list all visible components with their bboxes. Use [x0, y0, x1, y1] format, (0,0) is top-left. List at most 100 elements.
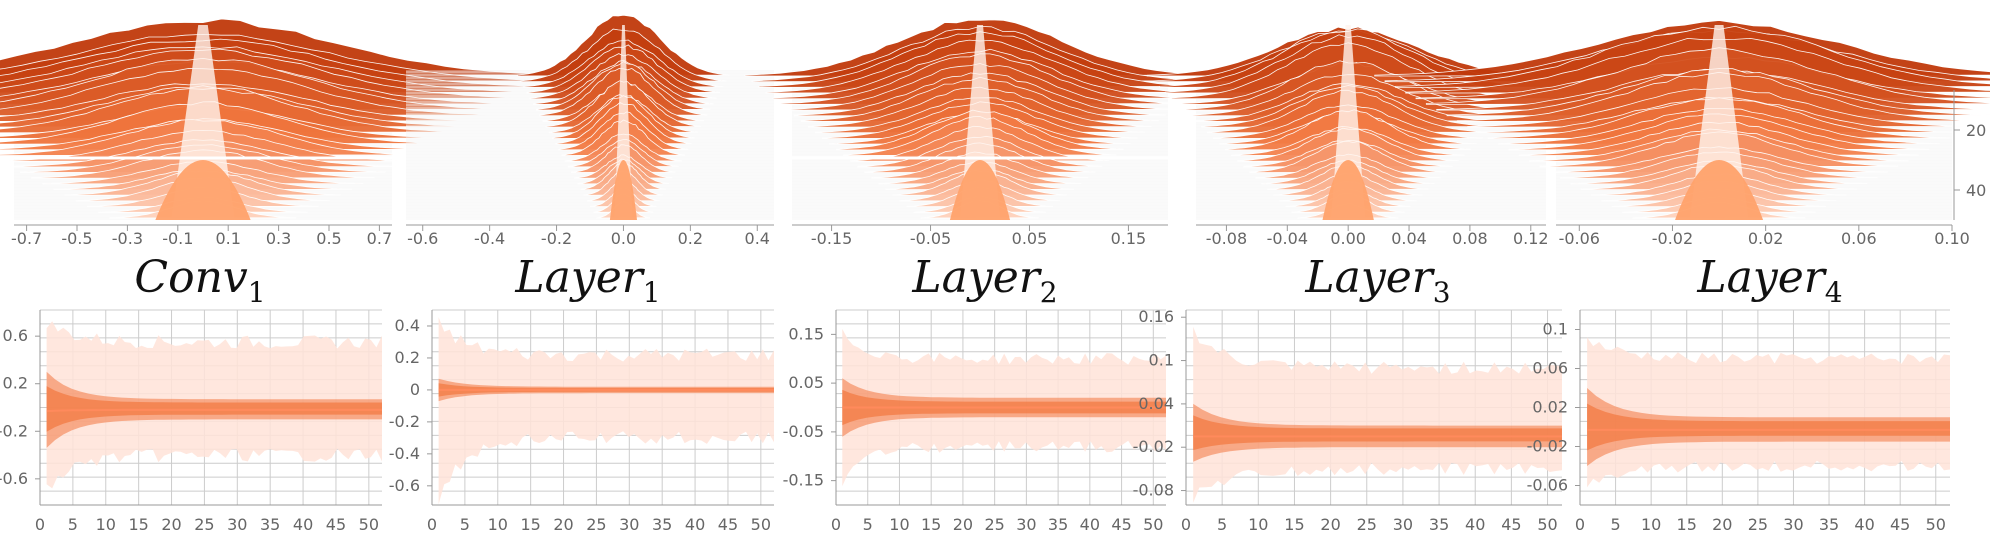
trace-x-tick-label: 10: [1641, 515, 1661, 534]
trace-y-tick-label: 0.2: [395, 348, 420, 367]
trace-x-tick-label: 35: [1819, 515, 1839, 534]
histogram-y-tick-label: 20: [1966, 121, 1986, 140]
panel-title-4: Layer3: [1304, 252, 1450, 309]
histogram-x-tick-label: -0.1: [162, 229, 193, 248]
trace-y-tick-label: -0.6: [389, 476, 420, 495]
trace-x-tick-label: 30: [1393, 515, 1413, 534]
trace-y-tick-label: -0.15: [783, 471, 824, 490]
trace-y-tick-label: 0: [410, 380, 420, 399]
histogram-x-tick-label: -0.06: [1559, 229, 1600, 248]
trace-y-tick-label: 0.2: [3, 374, 28, 393]
trace-y-tick-label: 0.05: [788, 373, 824, 392]
trace-outer-band: [1587, 337, 1950, 488]
panel-title-5: Layer4: [1696, 252, 1842, 309]
trace-y-tick-label: 0.1: [1149, 351, 1174, 370]
panel-title-1: Conv1: [134, 252, 265, 309]
trace-x-tick-label: 10: [96, 515, 116, 534]
trace-x-tick-label: 25: [984, 515, 1004, 534]
histogram-x-tick-label: -0.2: [541, 229, 572, 248]
histogram-front-peak: [155, 160, 251, 220]
trace-x-tick-label: 50: [1143, 515, 1163, 534]
histogram-y-tick-label: 40: [1966, 181, 1986, 200]
trace-x-tick-label: 25: [194, 515, 214, 534]
trace-x-tick-label: 20: [161, 515, 181, 534]
trace-x-tick-label: 20: [953, 515, 973, 534]
trace-y-tick-label: 0.06: [1532, 359, 1568, 378]
trace-y-tick-label: 0.15: [788, 324, 824, 343]
trace-x-tick-label: 5: [68, 515, 78, 534]
histogram-front-peak: [949, 160, 1011, 220]
trace-outer-band: [1193, 326, 1562, 503]
histogram-x-tick-label: 0.3: [266, 229, 291, 248]
histogram-x-tick-label: -0.04: [1267, 229, 1308, 248]
trace-x-tick-label: 35: [1429, 515, 1449, 534]
trace-y-tick-label: 0.02: [1532, 398, 1568, 417]
trace-x-tick-label: 0: [1575, 515, 1585, 534]
trace-y-tick-label: -0.05: [783, 422, 824, 441]
trace-x-tick-label: 25: [586, 515, 606, 534]
histogram-x-tick-label: -0.5: [61, 229, 92, 248]
trace-y-tick-label: 0.1: [1543, 320, 1568, 339]
trace-x-tick-label: 30: [1783, 515, 1803, 534]
trace-x-tick-label: 30: [619, 515, 639, 534]
histogram-front-peak: [1322, 160, 1374, 220]
histogram-x-tick-label: 0.7: [367, 229, 392, 248]
trace-x-tick-label: 5: [1217, 515, 1227, 534]
trace-x-tick-label: 40: [1465, 515, 1485, 534]
trace-x-tick-label: 50: [359, 515, 379, 534]
histogram-x-tick-label: 0.06: [1841, 229, 1877, 248]
histogram-x-tick-label: 0.02: [1748, 229, 1784, 248]
trace-y-tick-label: -0.2: [389, 412, 420, 431]
trace-x-tick-label: 10: [889, 515, 909, 534]
trace-x-tick-label: 40: [685, 515, 705, 534]
trace-x-tick-label: 20: [553, 515, 573, 534]
histogram-x-tick-label: 0.10: [1934, 229, 1970, 248]
trace-x-tick-label: 15: [1284, 515, 1304, 534]
trace-x-tick-label: 30: [1016, 515, 1036, 534]
histogram-panel-2: -0.6 -0.4 -0.2 0.0 0.2 0.4: [406, 14, 774, 248]
trace-x-tick-label: 45: [1501, 515, 1521, 534]
trace-x-tick-label: 15: [520, 515, 540, 534]
trace-y-tick-label: -0.6: [0, 469, 28, 488]
histogram-x-tick-label: -0.15: [811, 229, 852, 248]
trace-x-tick-label: 25: [1748, 515, 1768, 534]
trace-x-tick-label: 45: [326, 515, 346, 534]
trace-x-tick-label: 35: [652, 515, 672, 534]
histogram-x-tick-label: -0.3: [112, 229, 143, 248]
trace-x-tick-label: 5: [1610, 515, 1620, 534]
trace-y-tick-label: 0.16: [1138, 307, 1174, 326]
histogram-x-tick-label: -0.02: [1652, 229, 1693, 248]
trace-x-tick-label: 35: [260, 515, 280, 534]
trace-x-tick-label: 20: [1712, 515, 1732, 534]
trace-x-tick-label: 5: [863, 515, 873, 534]
histogram-x-tick-label: 0.05: [1012, 229, 1048, 248]
trace-x-tick-label: 10: [488, 515, 508, 534]
histogram-x-tick-label: -0.7: [11, 229, 42, 248]
histogram-x-tick-label: 0.08: [1452, 229, 1488, 248]
histogram-x-tick-label: 0.15: [1111, 229, 1147, 248]
trace-x-tick-label: 40: [1080, 515, 1100, 534]
trace-panel-1: 0 5 10 15 20 25 30 35 40 45 50 0.6 0.2 -0.2 -0.6: [0, 309, 382, 534]
trace-panel-3: 0 5 10 15 20 25 30 35 40 45 50 0.15 0.05 -0.05 -0.15: [783, 309, 1166, 534]
histogram-x-tick-label: 0.1: [215, 229, 240, 248]
histogram-x-tick-label: 0.4: [745, 229, 770, 248]
histogram-x-tick-label: -0.6: [407, 229, 438, 248]
trace-x-tick-label: 50: [1537, 515, 1557, 534]
histogram-x-tick-label: -0.08: [1206, 229, 1247, 248]
trace-x-tick-label: 50: [751, 515, 771, 534]
trace-x-tick-label: 0: [35, 515, 45, 534]
trace-x-tick-label: 15: [921, 515, 941, 534]
trace-x-tick-label: 0: [427, 515, 437, 534]
trace-x-tick-label: 25: [1357, 515, 1377, 534]
histogram-x-tick-label: -0.05: [910, 229, 951, 248]
trace-y-tick-label: 0.4: [395, 316, 420, 335]
histogram-front-peak: [609, 160, 638, 220]
histogram-x-tick-label: 0.12: [1513, 229, 1549, 248]
trace-x-tick-label: 0: [1181, 515, 1191, 534]
histogram-panel-3: -0.15 -0.05 0.05 0.15: [744, 19, 1216, 248]
trace-x-tick-label: 15: [1677, 515, 1697, 534]
trace-panel-2: 0 5 10 15 20 25 30 35 40 45 50 0.4 0.2 0 -0.2 -0.4 -0.6: [389, 309, 774, 534]
panel-title-3: Layer2: [911, 252, 1057, 309]
histogram-panel-5: -0.06 -0.02 0.02 0.06 0.10 20 40: [1374, 20, 1990, 248]
